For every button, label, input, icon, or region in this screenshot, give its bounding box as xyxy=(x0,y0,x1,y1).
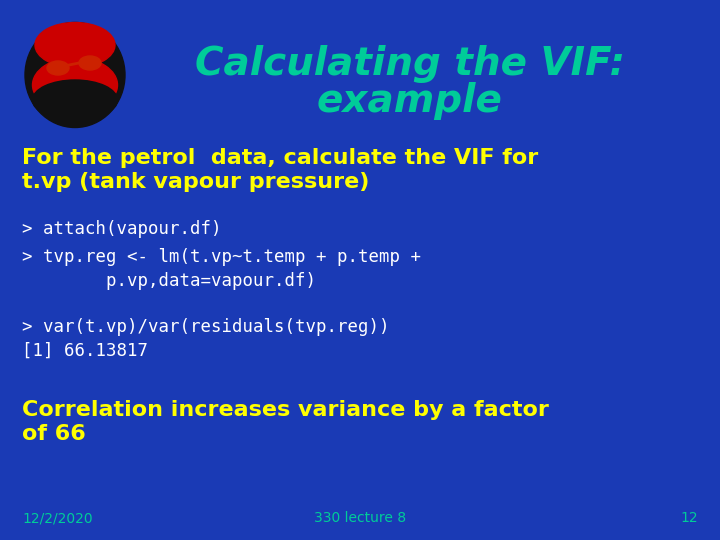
Text: 12: 12 xyxy=(680,511,698,525)
Text: t.vp (tank vapour pressure): t.vp (tank vapour pressure) xyxy=(22,172,369,192)
Text: > var(t.vp)/var(residuals(tvp.reg)): > var(t.vp)/var(residuals(tvp.reg)) xyxy=(22,318,390,336)
Text: [1] 66.13817: [1] 66.13817 xyxy=(22,342,148,360)
Ellipse shape xyxy=(32,57,117,112)
Text: 12/2/2020: 12/2/2020 xyxy=(22,511,93,525)
Text: Calculating the VIF:: Calculating the VIF: xyxy=(195,45,625,83)
Ellipse shape xyxy=(79,56,101,70)
Text: Correlation increases variance by a factor: Correlation increases variance by a fact… xyxy=(22,400,549,420)
Ellipse shape xyxy=(25,23,125,127)
Text: of 66: of 66 xyxy=(22,424,86,444)
Text: For the petrol  data, calculate the VIF for: For the petrol data, calculate the VIF f… xyxy=(22,148,539,168)
Text: 330 lecture 8: 330 lecture 8 xyxy=(314,511,406,525)
Text: > tvp.reg <- lm(t.vp~t.temp + p.temp +: > tvp.reg <- lm(t.vp~t.temp + p.temp + xyxy=(22,248,421,266)
Text: example: example xyxy=(317,82,503,120)
Ellipse shape xyxy=(47,61,69,75)
Ellipse shape xyxy=(32,80,117,120)
Ellipse shape xyxy=(35,23,115,68)
Text: > attach(vapour.df): > attach(vapour.df) xyxy=(22,220,222,238)
Text: p.vp,data=vapour.df): p.vp,data=vapour.df) xyxy=(22,272,316,290)
